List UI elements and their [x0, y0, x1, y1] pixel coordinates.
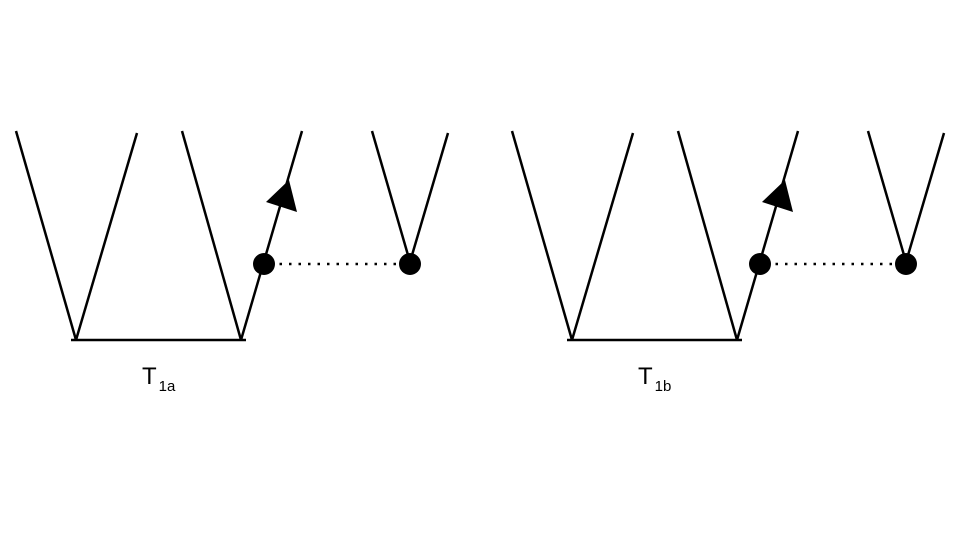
- t1a-small-v: [370, 130, 450, 263]
- t1b-small-v: [866, 130, 946, 263]
- t1a-left-v: [14, 130, 139, 341]
- t1a-arrow-icon: [266, 180, 297, 212]
- t1a-label-main: T: [142, 363, 157, 390]
- t1a-right-dot: [399, 253, 421, 275]
- diagram-t1a: T 1a: [14, 130, 450, 395]
- t1b-label-sub: 1b: [655, 378, 672, 395]
- t1a-label-sub: 1a: [159, 378, 176, 395]
- t1b-right-v: [676, 130, 800, 341]
- diagram-t1b: T 1b: [510, 130, 946, 395]
- t1a-label: T 1a: [142, 363, 176, 395]
- t1b-arrow-icon: [762, 180, 793, 212]
- t1a-left-dot: [253, 253, 275, 275]
- t1b-left-dot: [749, 253, 771, 275]
- t1a-right-v: [180, 130, 304, 341]
- t1b-label: T 1b: [638, 363, 671, 395]
- t1b-label-main: T: [638, 363, 653, 390]
- t1b-right-dot: [895, 253, 917, 275]
- t1b-left-v: [510, 130, 635, 341]
